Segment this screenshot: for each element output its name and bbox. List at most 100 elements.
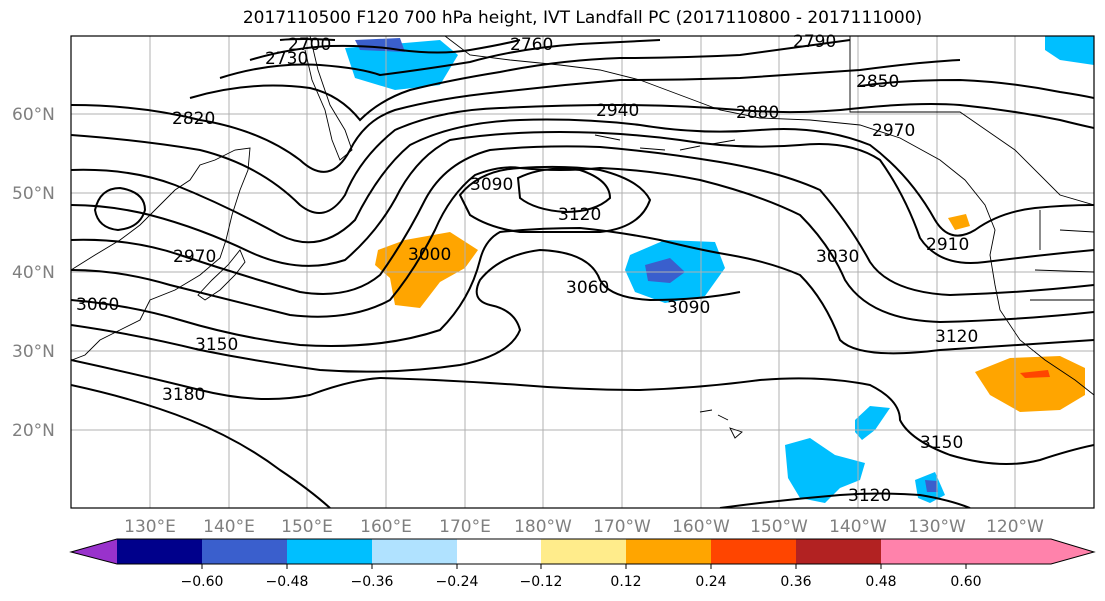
contour-label-group: 2700 2730 2760 2790 2850 2820 2940 2880 … bbox=[76, 32, 978, 506]
negative-anomaly-central-core bbox=[645, 258, 685, 283]
contour-2760 bbox=[219, 39, 661, 79]
contour-label: 3120 bbox=[848, 486, 891, 506]
longitude-labels: 130°E 140°E 150°E 160°E 170°E 180°W 170°… bbox=[124, 517, 1044, 537]
lon-label: 120°W bbox=[986, 517, 1044, 537]
lon-label: 170°E bbox=[439, 517, 491, 537]
latitude-labels: 60°N 50°N 40°N 30°N 20°N bbox=[12, 105, 55, 441]
contour-cutoff-low bbox=[93, 186, 147, 232]
lon-label: 150°E bbox=[281, 517, 333, 537]
contour-label: 3090 bbox=[667, 298, 710, 318]
colorbar-outline bbox=[69, 538, 1096, 565]
contour-3030 bbox=[71, 226, 1094, 355]
lon-label: 140°W bbox=[829, 517, 887, 537]
canada-border bbox=[849, 36, 1094, 206]
negative-anomaly-southeast-core bbox=[925, 480, 938, 492]
japan-coast bbox=[197, 249, 246, 301]
aleutian-islands bbox=[594, 134, 736, 151]
colorbar-tick-label: 0.60 bbox=[950, 574, 981, 590]
contour-label: 2700 bbox=[288, 35, 331, 55]
contour-3150 bbox=[71, 359, 1094, 465]
contour-label: 3030 bbox=[816, 247, 859, 267]
contour-2790 bbox=[189, 39, 851, 122]
lat-label: 50°N bbox=[12, 184, 55, 204]
colorbar-swatch bbox=[711, 539, 796, 564]
positive-anomaly-gulf-alaska bbox=[948, 214, 970, 230]
map-frame bbox=[70, 35, 1095, 509]
map-title: 2017110500 F120 700 hPa height, IVT Land… bbox=[242, 8, 923, 28]
colorbar-swatch bbox=[117, 539, 202, 564]
lon-label: 160°E bbox=[360, 517, 412, 537]
colorbar-tick-label: −0.48 bbox=[266, 574, 309, 590]
contour-3120-south bbox=[719, 492, 971, 508]
contour-label: 2880 bbox=[736, 103, 779, 123]
colorbar-swatch bbox=[626, 539, 711, 564]
colorbar-swatch bbox=[541, 539, 626, 564]
lon-label: 130°E bbox=[124, 517, 176, 537]
contour-3180 bbox=[71, 384, 331, 508]
contour-2820 bbox=[71, 59, 961, 173]
colorbar-swatch bbox=[881, 539, 966, 564]
lon-label: 170°W bbox=[593, 517, 651, 537]
gridlines bbox=[71, 36, 1094, 508]
colorbar-tick-label: 0.48 bbox=[865, 574, 896, 590]
contour-2910 bbox=[71, 118, 1094, 244]
contour-label: 2790 bbox=[793, 32, 836, 52]
contour-label: 3120 bbox=[558, 205, 601, 225]
colorbar-swatch bbox=[796, 539, 881, 564]
colorbar-tick-label: −0.24 bbox=[436, 574, 479, 590]
colorbar-swatch bbox=[457, 539, 541, 564]
contour-2940 bbox=[71, 130, 1094, 267]
colorbar-swatch bbox=[287, 539, 372, 564]
height-contours bbox=[71, 38, 1094, 508]
contour-label: 2910 bbox=[926, 235, 969, 255]
contour-2880 bbox=[71, 103, 1094, 214]
contour-2730 bbox=[249, 39, 521, 61]
hawaii-islands bbox=[699, 409, 743, 439]
contour-label: 3180 bbox=[162, 385, 205, 405]
positive-anomaly-california bbox=[975, 356, 1085, 412]
contour-label: 3150 bbox=[195, 335, 238, 355]
lat-label: 40°N bbox=[12, 263, 55, 283]
colorbar-tick-label: 0.12 bbox=[610, 574, 641, 590]
contour-label: 3120 bbox=[935, 327, 978, 347]
colorbar-swatch bbox=[966, 539, 1094, 564]
lat-label: 30°N bbox=[12, 342, 55, 362]
contour-label: 3090 bbox=[470, 175, 513, 195]
colorbar-swatch bbox=[71, 539, 117, 564]
contour-3060 bbox=[71, 248, 741, 373]
contour-label: 3150 bbox=[920, 433, 963, 453]
negative-anomaly-arctic bbox=[1045, 36, 1094, 65]
asia-coast bbox=[71, 147, 251, 361]
lon-label: 160°W bbox=[672, 517, 730, 537]
negative-anomaly-south-small bbox=[855, 406, 890, 440]
contour-label: 3060 bbox=[566, 278, 609, 298]
contour-3090 bbox=[458, 165, 652, 234]
contour-label: 2970 bbox=[173, 247, 216, 267]
colorbar-tick-label: 0.36 bbox=[780, 574, 811, 590]
colorbar-tick-label: −0.60 bbox=[181, 574, 224, 590]
us-state-lines bbox=[1030, 210, 1094, 301]
contour-label: 2820 bbox=[172, 109, 215, 129]
lon-label: 130°W bbox=[908, 517, 966, 537]
contour-label: 2940 bbox=[596, 101, 639, 121]
contour-label: 2850 bbox=[856, 72, 899, 92]
contour-2970 bbox=[71, 145, 1094, 297]
contour-label: 3060 bbox=[76, 295, 119, 315]
lon-label: 150°W bbox=[750, 517, 808, 537]
contour-label: 2970 bbox=[872, 121, 915, 141]
colorbar-swatch bbox=[202, 539, 287, 564]
colorbar-tick-label: −0.36 bbox=[351, 574, 394, 590]
lon-label: 140°E bbox=[203, 517, 255, 537]
colorbar-tick-label: 0.24 bbox=[695, 574, 726, 590]
positive-anomaly-west-pacific bbox=[375, 232, 478, 308]
lat-label: 20°N bbox=[12, 421, 55, 441]
contour-2700 bbox=[279, 38, 336, 41]
negative-anomaly-south bbox=[785, 438, 865, 503]
lon-label: 180°W bbox=[514, 517, 572, 537]
positive-anomaly-california-core bbox=[1020, 370, 1050, 378]
contour-label: 2730 bbox=[265, 49, 308, 69]
colorbar-tick-label: −0.12 bbox=[520, 574, 563, 590]
contour-3120 bbox=[516, 167, 612, 214]
contour-label: 2760 bbox=[510, 35, 553, 55]
